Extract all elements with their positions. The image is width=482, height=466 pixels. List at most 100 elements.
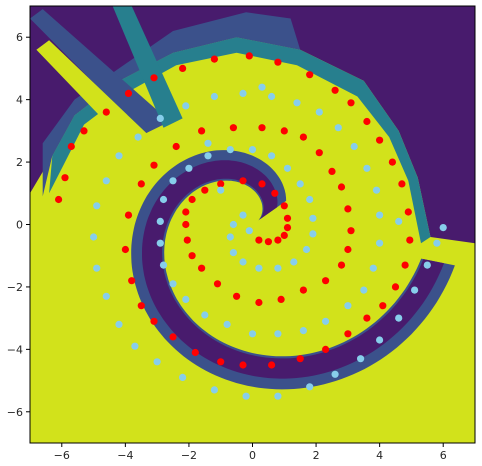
series-1-point-62 xyxy=(306,383,314,391)
series-0-point-66 xyxy=(245,52,253,60)
series-1-point-64 xyxy=(357,355,365,363)
series-0-point-42 xyxy=(137,302,145,310)
series-1-point-49 xyxy=(115,152,123,160)
series-1-point-4 xyxy=(239,258,247,266)
series-0-point-10 xyxy=(217,180,225,188)
series-0-point-4 xyxy=(283,224,292,232)
series-1-point-25 xyxy=(182,295,190,303)
series-1-point-71 xyxy=(395,217,403,225)
region-ray-b xyxy=(36,40,158,156)
series-0-point-21 xyxy=(277,295,285,303)
series-0-point-45 xyxy=(191,348,199,357)
series-1-point-28 xyxy=(248,330,257,338)
series-1-point-15 xyxy=(248,146,257,154)
series-0-point-5 xyxy=(283,214,292,222)
series-1-point-31 xyxy=(322,317,330,325)
series-0-point-35 xyxy=(198,127,206,135)
region-ray-a xyxy=(30,9,170,135)
x-tick-label-5: 4 xyxy=(376,449,383,462)
series-0-point-15 xyxy=(183,236,191,244)
series-1-point-14 xyxy=(268,152,276,160)
series-0-point-64 xyxy=(306,71,314,79)
series-1-point-5 xyxy=(255,264,263,272)
series-0-point-40 xyxy=(121,245,129,254)
series-1-point-39 xyxy=(350,142,358,151)
series-1-point-21 xyxy=(156,217,164,225)
y-tick-label-2: −2 xyxy=(7,281,23,294)
series-1-point-38 xyxy=(363,164,371,172)
series-1-point-29 xyxy=(274,330,282,338)
series-0-point-26 xyxy=(347,227,355,235)
series-0-point-73 xyxy=(67,142,75,151)
series-1-point-20 xyxy=(159,195,168,204)
series-1-point-60 xyxy=(242,392,250,400)
series-0-point-6 xyxy=(280,202,288,210)
series-0-point-49 xyxy=(296,355,304,363)
series-0-point-48 xyxy=(268,361,276,369)
series-0-point-24 xyxy=(337,261,346,269)
series-1-point-13 xyxy=(283,164,292,172)
series-0-point-50 xyxy=(322,345,330,353)
series-1-point-42 xyxy=(293,99,301,107)
series-0-point-72 xyxy=(80,127,88,135)
series-0-point-65 xyxy=(274,58,282,66)
series-1-point-69 xyxy=(433,239,441,247)
series-1-point-55 xyxy=(115,320,123,328)
series-1-point-48 xyxy=(134,133,142,141)
series-1-point-32 xyxy=(344,302,352,310)
series-0-point-39 xyxy=(124,211,133,219)
series-1-point-23 xyxy=(159,261,168,269)
series-1-point-72 xyxy=(258,83,266,91)
series-1-point-30 xyxy=(299,327,307,335)
series-1-point-1 xyxy=(229,220,237,229)
series-1-point-65 xyxy=(376,336,384,344)
decision-regions xyxy=(30,6,475,443)
series-0-point-17 xyxy=(198,264,206,272)
series-0-point-12 xyxy=(188,195,196,204)
series-0-point-16 xyxy=(188,252,196,260)
series-0-point-36 xyxy=(172,142,180,151)
x-tick-label-1: −4 xyxy=(117,449,133,462)
series-1-point-59 xyxy=(210,386,218,394)
series-0-point-28 xyxy=(337,183,346,191)
series-1-point-2 xyxy=(226,233,234,241)
x-tick-label-0: −6 xyxy=(54,449,70,462)
series-0-point-58 xyxy=(398,180,406,188)
series-0-point-70 xyxy=(124,89,133,97)
series-0-point-62 xyxy=(347,99,355,107)
series-0-point-22 xyxy=(299,286,307,294)
series-1-point-19 xyxy=(169,177,177,185)
series-0-point-31 xyxy=(299,133,307,141)
series-0-point-56 xyxy=(406,236,414,244)
series-0-point-60 xyxy=(376,136,384,144)
y-tick-label-3: 0 xyxy=(16,219,23,232)
series-0-point-27 xyxy=(344,205,352,213)
series-1-point-7 xyxy=(290,258,298,266)
series-0-point-25 xyxy=(344,245,352,254)
series-1-point-12 xyxy=(296,180,304,188)
x-tick-label-6: 6 xyxy=(440,449,447,462)
series-1-point-24 xyxy=(169,280,177,288)
region-outer-mid-low xyxy=(42,12,301,197)
series-1-point-63 xyxy=(331,370,339,378)
series-1-point-57 xyxy=(153,358,161,366)
series-1-point-9 xyxy=(309,230,317,238)
series-0-point-33 xyxy=(258,124,266,132)
series-0-point-57 xyxy=(404,208,412,216)
series-0-point-13 xyxy=(182,208,190,216)
x-axis: −6 −4 −2 0 2 4 6 xyxy=(54,443,447,462)
series-0-point-67 xyxy=(210,55,218,63)
series-1-point-26 xyxy=(201,311,209,319)
x-tick-label-4: 2 xyxy=(313,449,320,462)
series-0-point-75 xyxy=(55,195,63,204)
series-1-point-27 xyxy=(223,320,231,328)
series-1-point-22 xyxy=(156,239,164,247)
series-0-point-46 xyxy=(217,358,225,366)
series-0-point-18 xyxy=(213,280,222,288)
series-1-point-56 xyxy=(131,342,139,350)
x-tick-label-2: −2 xyxy=(181,449,197,462)
series-1-point-6 xyxy=(274,264,282,272)
series-1-point-44 xyxy=(239,89,247,97)
series-0-point-1 xyxy=(264,238,272,246)
